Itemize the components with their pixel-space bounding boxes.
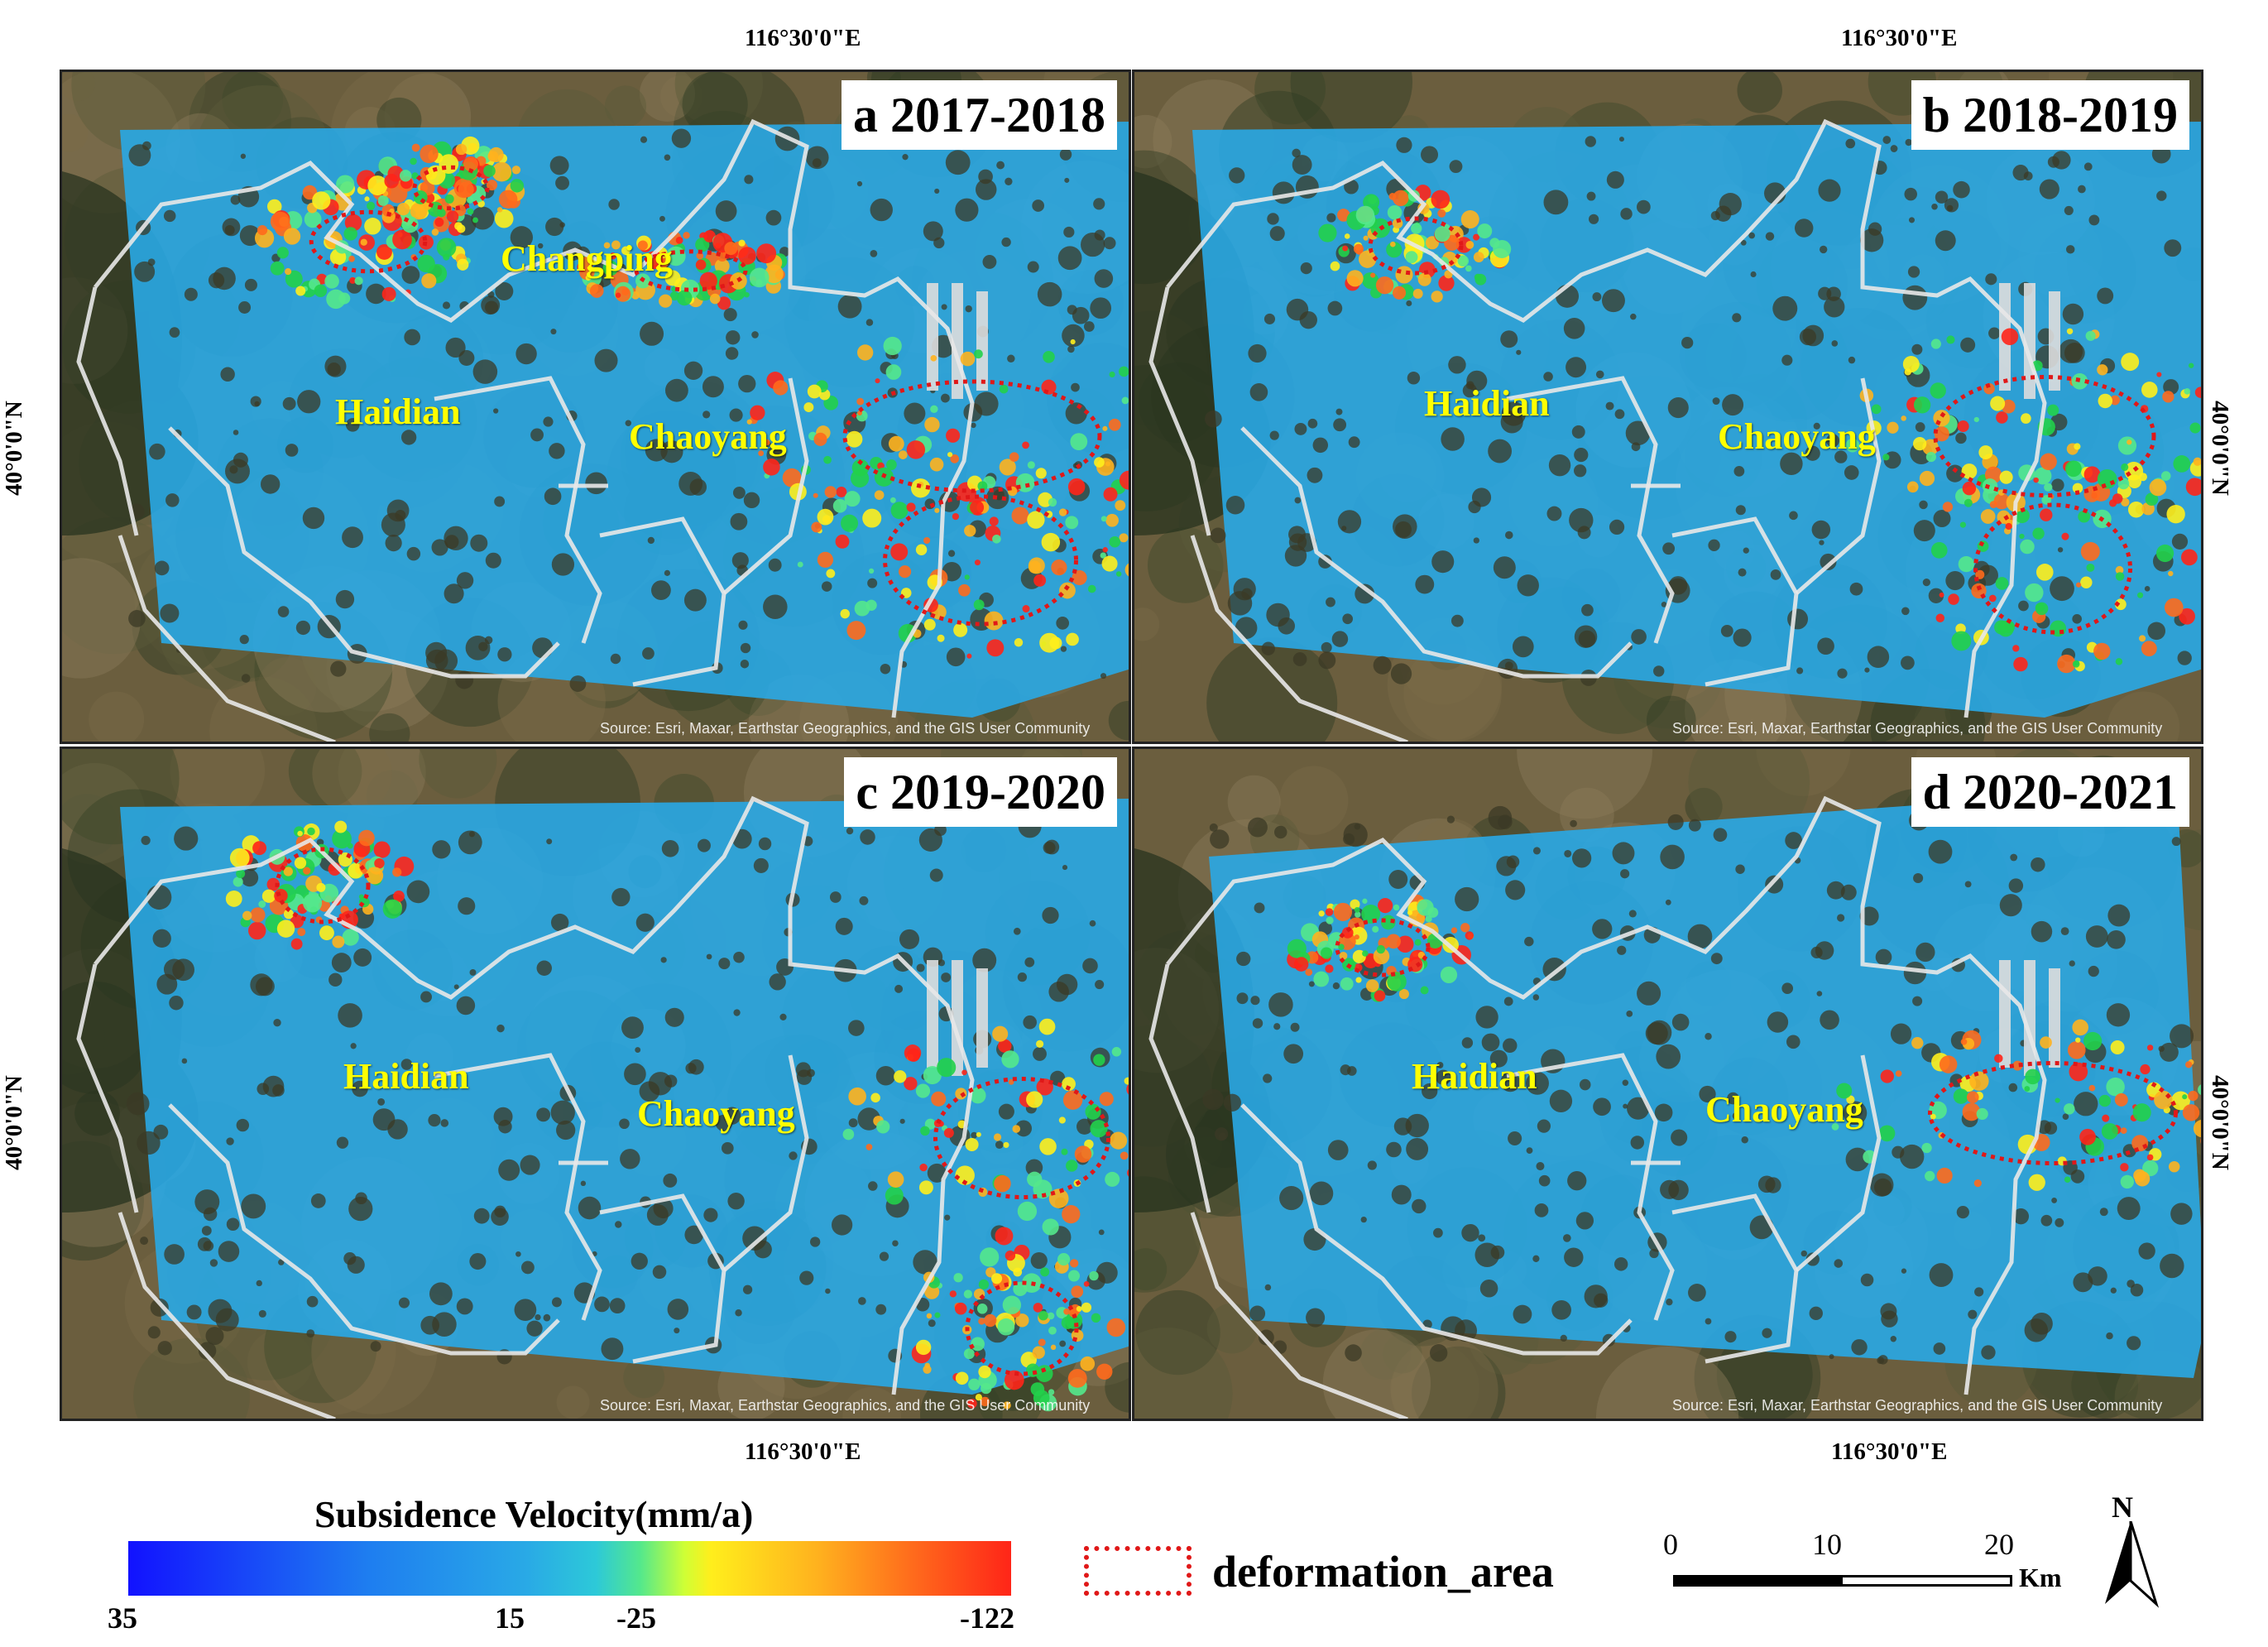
velocity-colorbar	[128, 1541, 1011, 1596]
basemap-attribution: Source: Esri, Maxar, Earthstar Geographi…	[600, 720, 1091, 737]
scale-tick: 0	[1663, 1528, 1678, 1561]
latitude-label-right-bottom: 40°0'0"N	[2206, 1075, 2233, 1170]
district-label-haidian: Haidian	[335, 391, 461, 432]
map-panel-b: b 2018-2019 Haidian Chaoyang Source: Esr…	[1132, 70, 2203, 744]
map-panel-d: d 2020-2021 Haidian Chaoyang Source: Esr…	[1132, 747, 2203, 1421]
colorbar-tick: -122	[960, 1601, 1014, 1635]
district-label-chaoyang: Chaoyang	[637, 1093, 795, 1134]
map-canvas	[1134, 72, 2201, 742]
scale-bar	[1673, 1575, 2012, 1587]
basemap-attribution: Source: Esri, Maxar, Earthstar Geographi…	[1672, 1397, 2163, 1414]
latitude-label-right-top: 40°0'0"N	[2206, 401, 2233, 496]
district-label-chaoyang: Chaoyang	[1718, 416, 1876, 457]
scale-unit: Km	[2019, 1563, 2062, 1592]
deformation-area-label: deformation_area	[1212, 1547, 1554, 1597]
legend-title: Subsidence Velocity(mm/a)	[314, 1493, 754, 1535]
district-label-chaoyang: Chaoyang	[1705, 1089, 1863, 1130]
north-arrow-icon	[2105, 1521, 2160, 1608]
north-label: N	[2112, 1491, 2133, 1524]
panel-title: b 2018-2019	[1911, 80, 2189, 150]
district-label-haidian: Haidian	[343, 1056, 469, 1097]
longitude-label-top-right: 116°30'0"E	[1841, 25, 1958, 51]
district-label-haidian: Haidian	[1412, 1056, 1537, 1097]
scale-tick: 20	[1984, 1528, 2014, 1561]
district-label-haidian: Haidian	[1424, 383, 1550, 424]
basemap-attribution: Source: Esri, Maxar, Earthstar Geographi…	[600, 1397, 1091, 1414]
panel-title: a 2017-2018	[842, 80, 1117, 150]
map-canvas	[1134, 749, 2201, 1419]
map-panel-c: c 2019-2020 Haidian Chaoyang Source: Esr…	[60, 747, 1131, 1421]
latitude-label-left-top: 40°0'0"N	[0, 401, 27, 496]
colorbar-tick: 35	[108, 1601, 137, 1635]
longitude-label-bottom-right: 116°30'0"E	[1831, 1438, 1948, 1465]
latitude-label-left-bottom: 40°0'0"N	[0, 1075, 27, 1170]
map-canvas	[62, 72, 1129, 742]
map-canvas	[62, 749, 1129, 1419]
colorbar-tick: 15	[495, 1601, 525, 1635]
district-label-changping: Changping	[501, 238, 673, 279]
map-panel-a: a 2017-2018 Changping Haidian Chaoyang S…	[60, 70, 1131, 744]
colorbar-tick: -25	[616, 1601, 656, 1635]
district-label-chaoyang: Chaoyang	[629, 416, 787, 457]
longitude-label-bottom-left: 116°30'0"E	[745, 1438, 861, 1465]
basemap-attribution: Source: Esri, Maxar, Earthstar Geographi…	[1672, 720, 2163, 737]
panel-title: d 2020-2021	[1911, 757, 2189, 827]
longitude-label-top-left: 116°30'0"E	[745, 25, 861, 51]
scale-tick: 10	[1812, 1528, 1842, 1561]
deformation-area-symbol	[1084, 1546, 1192, 1596]
panel-title: c 2019-2020	[844, 757, 1117, 827]
